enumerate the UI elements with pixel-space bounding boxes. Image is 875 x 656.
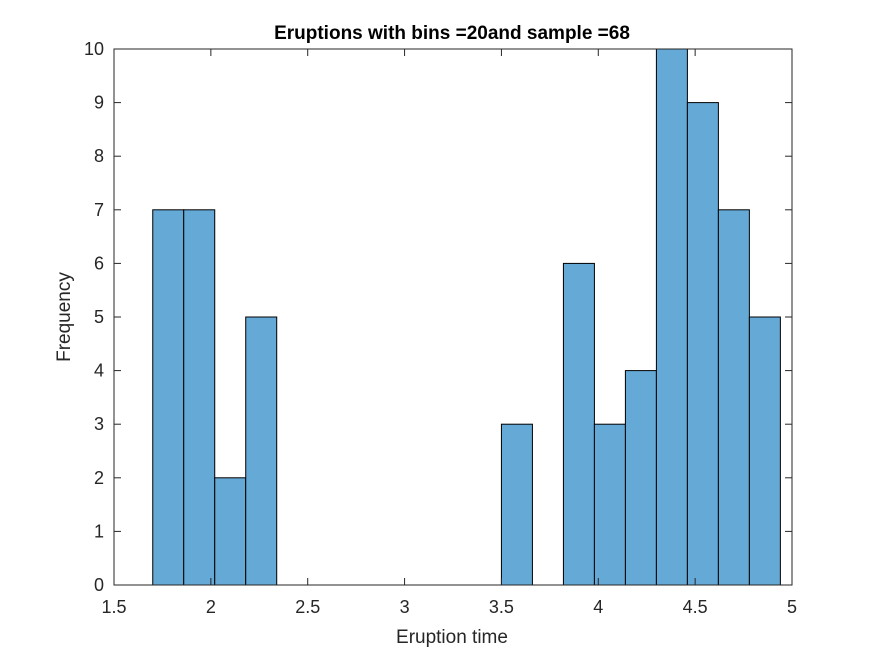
y-axis-label: Frequency — [54, 272, 75, 362]
x-axis-label: Eruption time — [396, 627, 508, 648]
x-tick-label: 3.5 — [489, 597, 514, 617]
y-tick-label: 4 — [94, 361, 104, 381]
histogram-bar — [655, 48, 688, 586]
y-tick-label: 10 — [84, 39, 104, 59]
x-tick-label: 2 — [206, 597, 216, 617]
y-tick-label: 0 — [94, 575, 104, 595]
histogram-bar — [214, 477, 247, 586]
histogram-bar — [717, 209, 750, 586]
histogram-bar — [152, 209, 185, 586]
x-tick-label: 4 — [593, 597, 603, 617]
histogram-bar — [593, 423, 626, 586]
x-tick-label: 3 — [400, 597, 410, 617]
x-tick-label: 2.5 — [295, 597, 320, 617]
histogram-bar — [245, 316, 278, 586]
y-tick-label: 7 — [94, 200, 104, 220]
x-tick-label: 4.5 — [683, 597, 708, 617]
histogram-bar — [562, 262, 595, 586]
y-tick-label: 8 — [94, 146, 104, 166]
x-tick-label: 1.5 — [101, 597, 126, 617]
y-tick-label: 3 — [94, 414, 104, 434]
y-tick-label: 9 — [94, 93, 104, 113]
x-tick-label: 5 — [787, 597, 797, 617]
histogram-bar — [500, 423, 533, 586]
histogram-bar — [686, 102, 719, 586]
histogram-bar — [748, 316, 781, 586]
bars-group — [152, 48, 781, 586]
y-tick-label: 1 — [94, 521, 104, 541]
axes-group: 1.5 2 2.5 3 3.5 4 4.5 5 0 1 2 3 4 5 6 7 8 9 10 — [84, 39, 797, 617]
histogram-bar — [624, 370, 657, 586]
y-tick-label: 6 — [94, 253, 104, 273]
chart-title: Eruptions with bins =20and sample =68 — [274, 23, 630, 44]
y-tick-label: 2 — [94, 468, 104, 488]
y-tick-label: 5 — [94, 307, 104, 327]
histogram-bar — [183, 209, 216, 586]
